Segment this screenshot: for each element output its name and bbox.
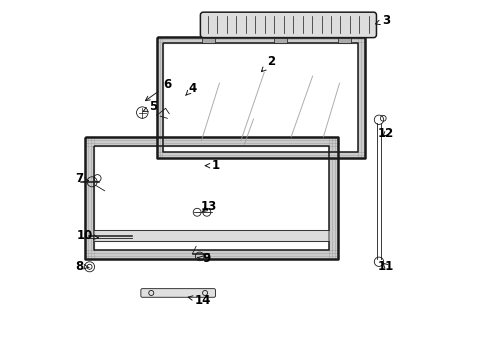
Polygon shape <box>357 43 364 152</box>
Polygon shape <box>94 230 328 241</box>
Text: 5: 5 <box>143 100 157 113</box>
Text: 13: 13 <box>200 201 216 213</box>
Bar <box>273 39 286 42</box>
Polygon shape <box>85 146 94 250</box>
Text: 12: 12 <box>377 127 393 140</box>
Polygon shape <box>156 37 364 43</box>
Text: 7: 7 <box>75 172 88 185</box>
FancyBboxPatch shape <box>200 12 376 38</box>
Text: 9: 9 <box>197 252 210 265</box>
Text: 1: 1 <box>205 159 220 172</box>
Text: 3: 3 <box>375 14 389 27</box>
Polygon shape <box>156 43 163 152</box>
Polygon shape <box>85 250 337 259</box>
Bar <box>202 39 215 42</box>
Text: 4: 4 <box>185 82 196 95</box>
FancyBboxPatch shape <box>141 289 215 297</box>
Text: 11: 11 <box>377 260 393 273</box>
Bar <box>338 39 351 42</box>
Text: 14: 14 <box>188 294 211 307</box>
Text: 8: 8 <box>75 260 89 273</box>
Polygon shape <box>85 137 337 146</box>
Polygon shape <box>328 146 337 250</box>
Text: 2: 2 <box>261 55 275 72</box>
Polygon shape <box>156 152 364 158</box>
Text: 10: 10 <box>77 229 99 242</box>
Text: 6: 6 <box>145 78 171 101</box>
